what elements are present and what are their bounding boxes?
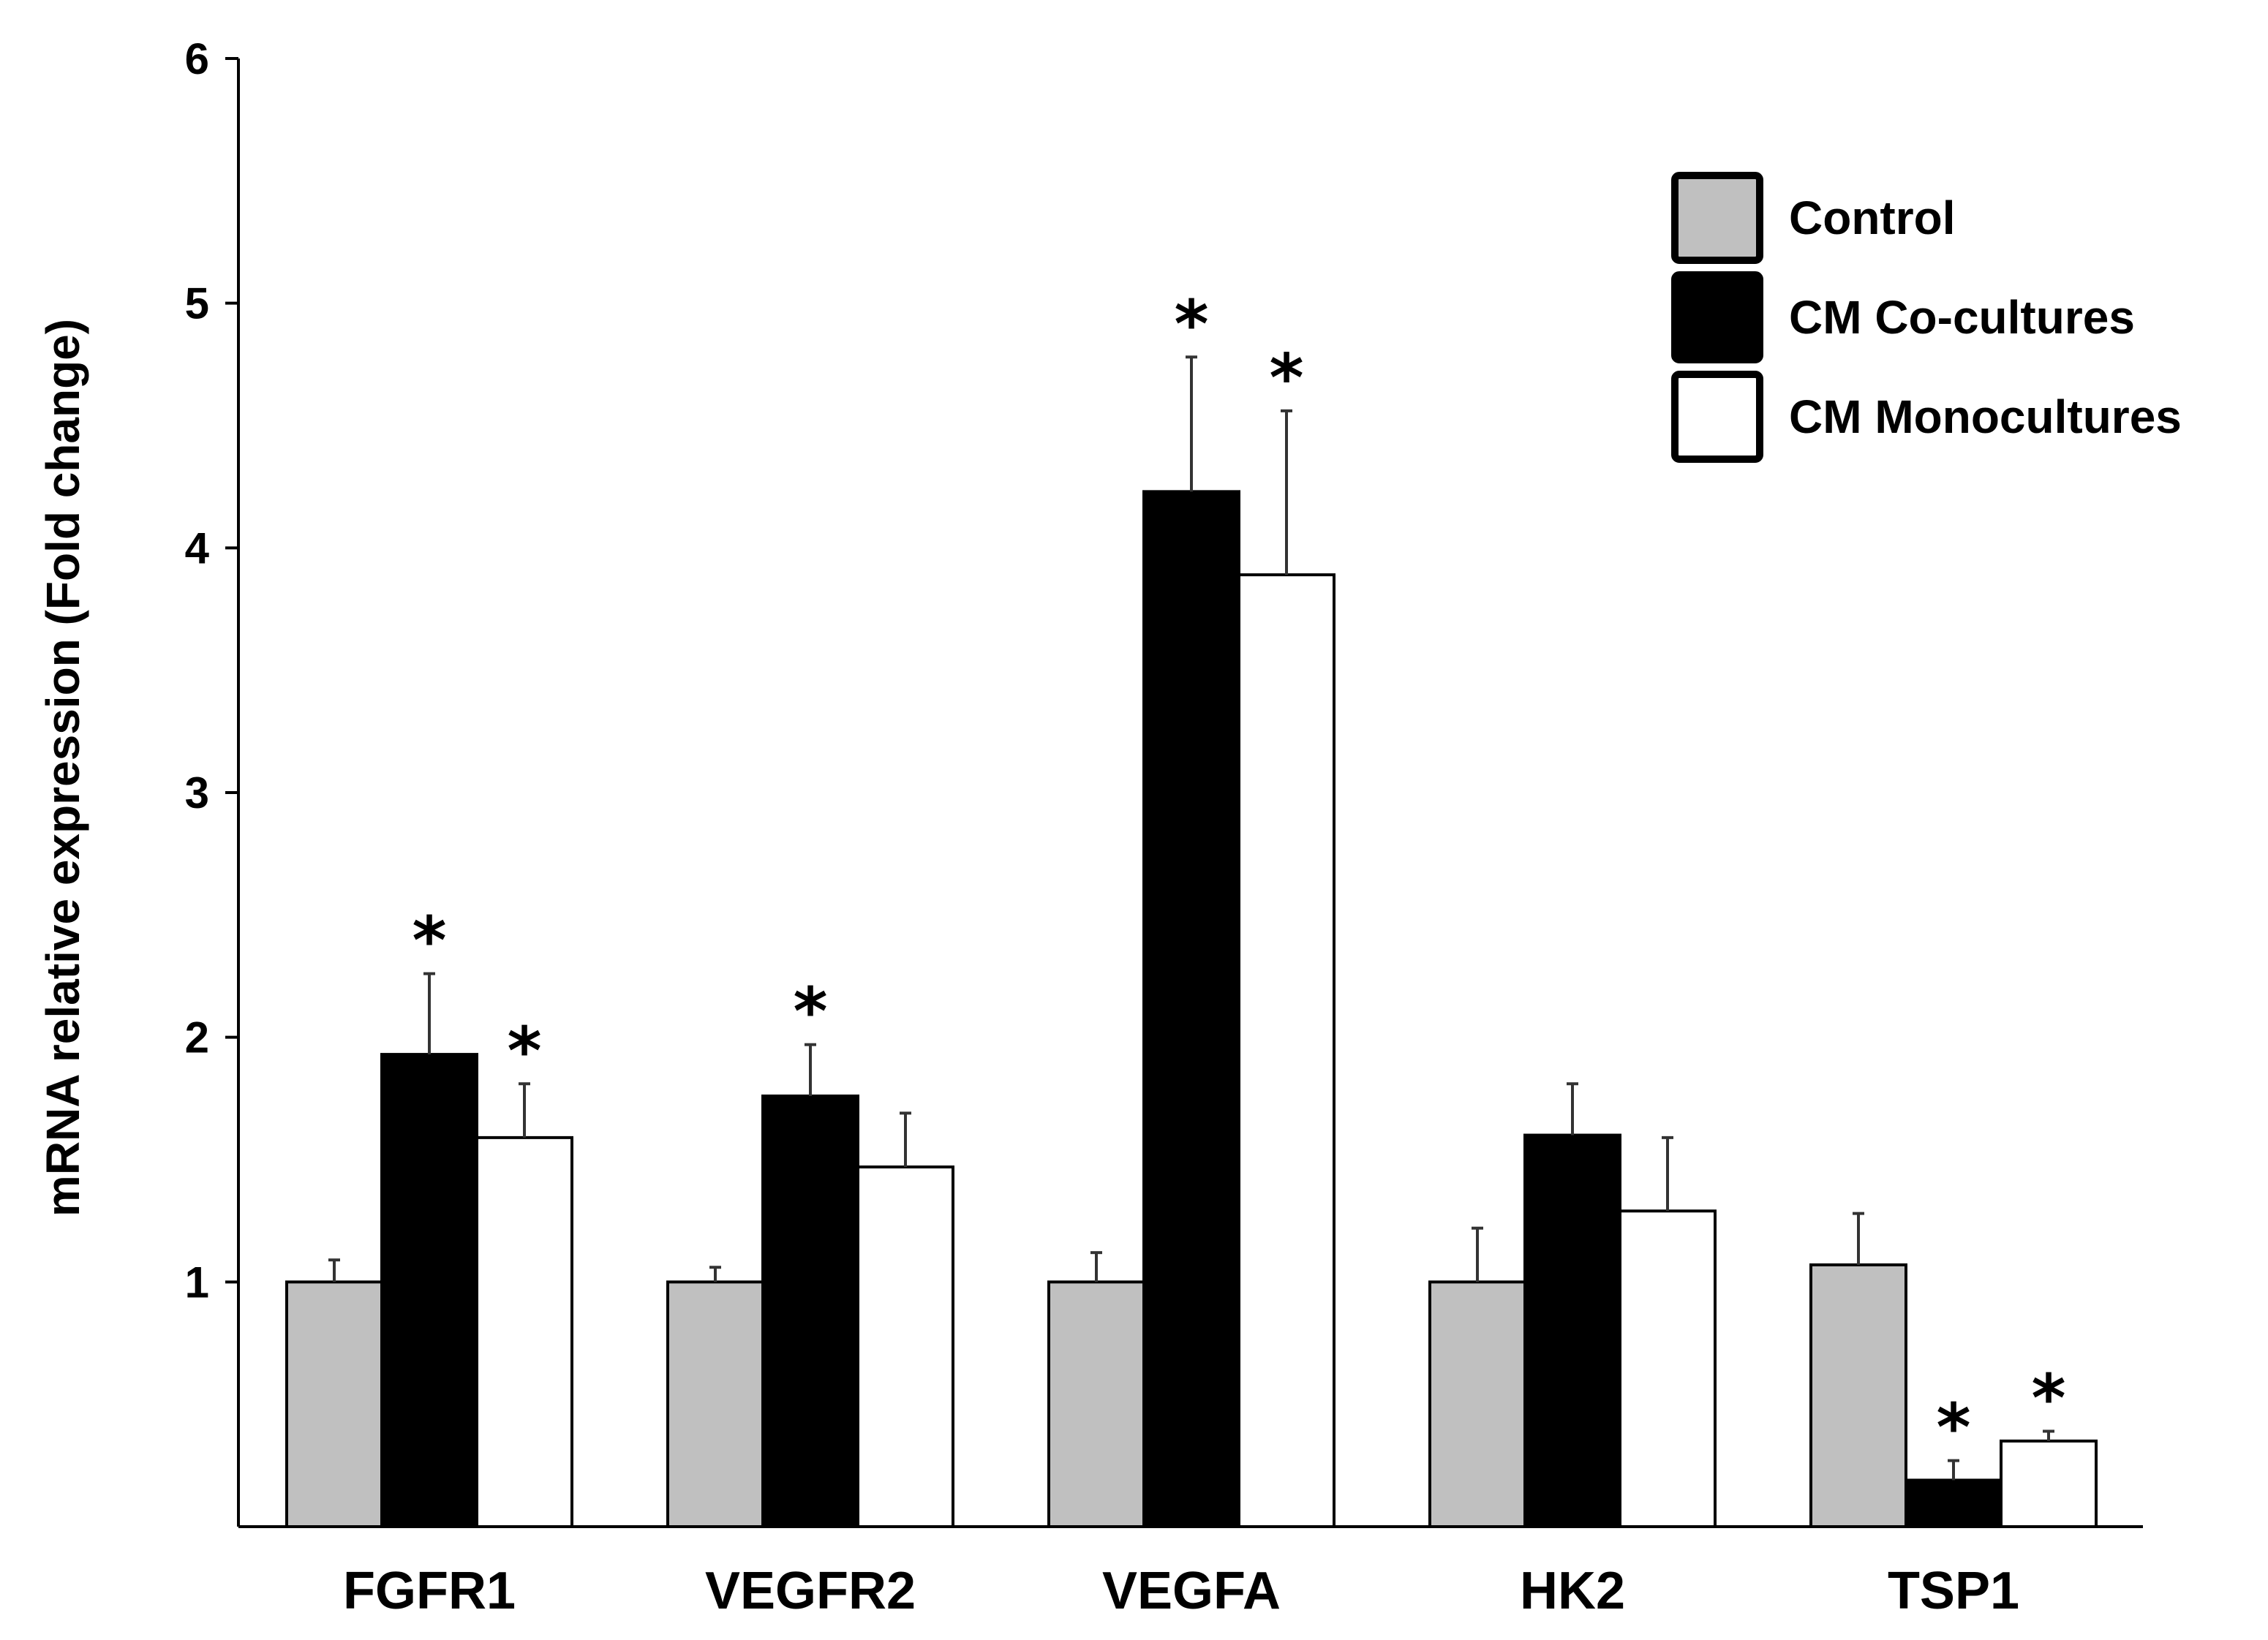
significance-star: * (1174, 286, 1208, 363)
y-ticks-layer: 1 2 3 4 5 6 (185, 34, 238, 1307)
bar-tsp1-cm-co-cultures (1905, 1478, 2003, 1528)
y-tick-label: 4 (185, 524, 210, 573)
x-tick-label-vegfa: VEGFA (1102, 1562, 1281, 1620)
legend-swatch-control (1671, 172, 1763, 264)
x-tick-labels-layer: FGFR1 VEGFR2 VEGFA HK2 TSP1 (343, 1562, 2019, 1620)
legend-swatch-cm-monocultures (1671, 371, 1763, 463)
bar-vegfa-cm-monocultures (1237, 573, 1335, 1529)
bar-fgfr1-cm-monocultures (475, 1135, 573, 1528)
bar-vegfr2-cm-monocultures (856, 1165, 954, 1529)
bar-vegfa-control (1047, 1280, 1145, 1529)
x-tick-label-tsp1: TSP1 (1888, 1562, 2019, 1620)
y-tick-label: 3 (185, 768, 209, 817)
legend-label-cm-monocultures: CM Monocultures (1789, 390, 2182, 443)
y-tick-label: 2 (185, 1013, 209, 1062)
plot-area: * * * * * * * 1 2 3 4 5 6 FGFR1 VEGFR2 VEGFA HK2 TSP1 (185, 34, 2143, 1620)
bar-vegfr2-cm-co-cultures (761, 1094, 859, 1528)
significance-star: * (412, 903, 446, 980)
bar-tsp1-control (1809, 1263, 1907, 1528)
bar-hk2-control (1428, 1280, 1526, 1529)
bar-hk2-cm-co-cultures (1523, 1133, 1621, 1528)
bar-vegfr2-control (666, 1280, 764, 1529)
bars-layer (285, 490, 2098, 1529)
bar-fgfr1-control (285, 1280, 383, 1529)
significance-star: * (1936, 1390, 1970, 1467)
legend-label-control: Control (1789, 192, 1956, 244)
legend-label-cm-co-cultures: CM Co-cultures (1789, 291, 2135, 344)
error-bars-layer (328, 355, 2054, 1481)
significance-markers-layer: * * * * * * * (412, 286, 2065, 1466)
bar-hk2-cm-monocultures (1619, 1209, 1717, 1529)
significance-star: * (793, 974, 827, 1051)
x-tick-label-fgfr1: FGFR1 (343, 1562, 516, 1620)
y-tick-label: 6 (185, 34, 209, 83)
significance-star: * (507, 1013, 541, 1089)
legend: Control CM Co-cultures CM Monocultures (1671, 172, 2182, 463)
y-axis-title: mRNA relative expression (Fold change) (37, 319, 89, 1217)
significance-star: * (1269, 340, 1303, 417)
y-tick-label: 5 (185, 279, 209, 328)
y-tick-label: 1 (185, 1258, 209, 1307)
legend-swatch-cm-co-cultures (1671, 271, 1763, 363)
bar-fgfr1-cm-co-cultures (380, 1053, 478, 1529)
significance-star: * (2031, 1360, 2065, 1437)
x-tick-label-hk2: HK2 (1520, 1562, 1625, 1620)
bar-tsp1-cm-monocultures (2000, 1439, 2098, 1529)
bar-vegfa-cm-co-cultures (1142, 490, 1240, 1528)
x-tick-label-vegfr2: VEGFR2 (705, 1562, 916, 1620)
